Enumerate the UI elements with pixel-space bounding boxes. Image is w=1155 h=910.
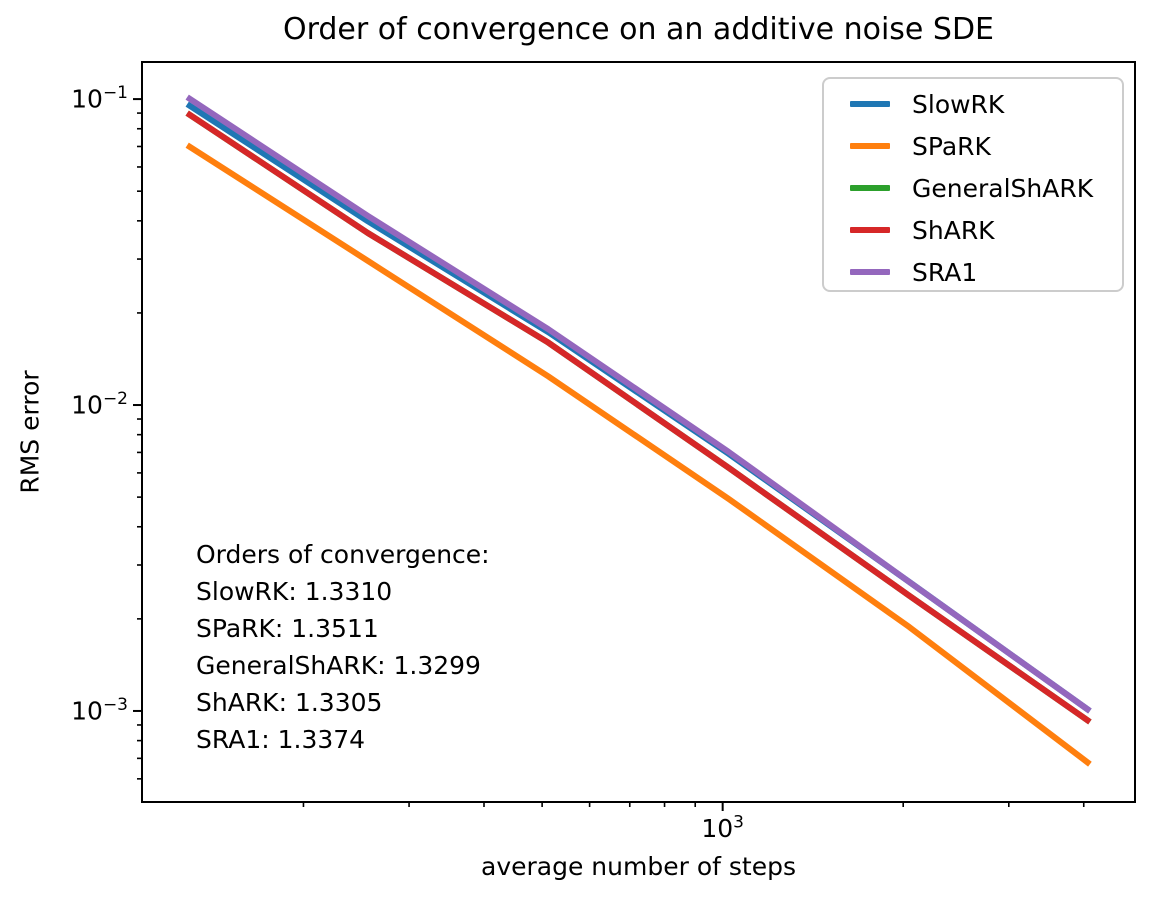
legend-line-swatch [850,185,890,191]
annotation-line: ShARK: 1.3305 [196,688,383,717]
ytick-label: 10−2 [71,389,128,420]
legend-line-swatch [850,227,890,233]
legend-item-spark: SPaRK [824,125,1122,167]
chart-title: Order of convergence on an additive nois… [282,12,995,47]
legend-item-slowrk: SlowRK [824,83,1122,125]
series-line-sra1 [185,94,1092,714]
legend-label: SlowRK [912,89,1005,119]
legend-item-sra1: SRA1 [824,251,1122,293]
legend-line-swatch [850,101,890,107]
legend-line-swatch [850,269,890,275]
legend-label: SPaRK [912,131,991,161]
annotation-line: SRA1: 1.3374 [196,725,366,754]
annotation-line: Orders of convergence: [196,540,490,569]
legend-item-shark: ShARK [824,209,1122,251]
legend-line-swatch [850,143,890,149]
y-axis-label: RMS error [15,370,45,494]
legend: SlowRK SPaRK GeneralShARK ShARK SRA1 [822,77,1124,292]
series-line-spark [185,142,1092,767]
x-axis-label: average number of steps [481,852,796,881]
legend-label: GeneralShARK [912,173,1094,203]
axes-frame [141,61,1136,803]
ytick-label: 10−3 [71,695,128,726]
annotation-line: GeneralShARK: 1.3299 [196,651,481,680]
annotation-line: SPaRK: 1.3511 [196,614,379,643]
legend-label: ShARK [912,215,995,245]
xtick-label: 103 [701,812,744,843]
legend-label: SRA1 [912,257,978,287]
ytick-label: 10−1 [71,83,128,114]
annotation-line: SlowRK: 1.3310 [196,577,393,606]
orders-annotation: Orders of convergence: SlowRK: 1.3310 SPaR… [196,536,490,758]
series-line-shark [185,110,1092,725]
legend-item-generalshark: GeneralShARK [824,167,1122,209]
